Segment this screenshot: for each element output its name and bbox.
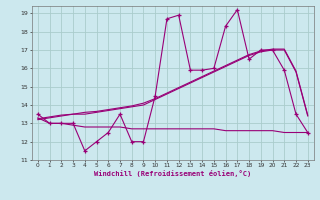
X-axis label: Windchill (Refroidissement éolien,°C): Windchill (Refroidissement éolien,°C) [94,170,252,177]
